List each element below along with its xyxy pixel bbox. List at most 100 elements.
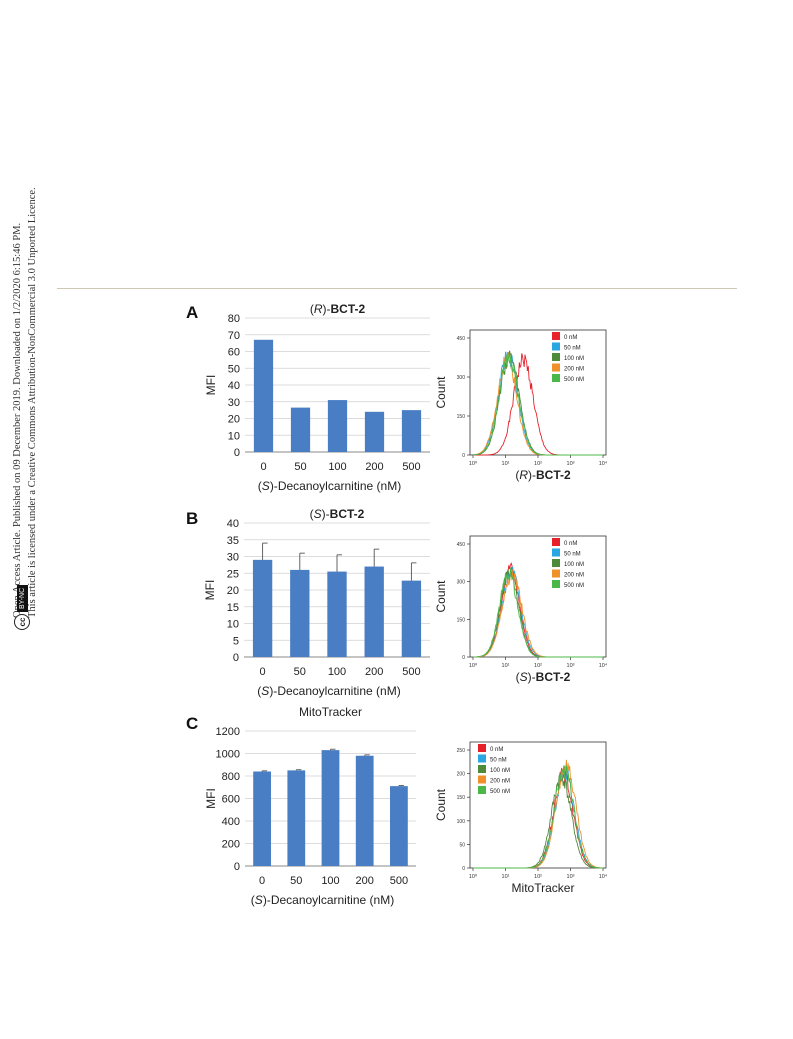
y-tick-label: 15 bbox=[227, 602, 239, 614]
y-tick-label: 200 bbox=[222, 839, 240, 851]
x-tick-label: 10¹ bbox=[502, 874, 510, 880]
legend-label: 100 nM bbox=[490, 768, 510, 774]
panel-b: B (S)-BCT-2 0 5 10 15 20 25 30 35 40 MFI 0 50 100 200 50… bbox=[186, 507, 608, 698]
bar-50 bbox=[290, 407, 311, 452]
plot-frame bbox=[469, 535, 607, 658]
y-axis-label: MFI bbox=[203, 580, 217, 601]
x-tick-label: 200 bbox=[356, 875, 374, 887]
legend-swatch bbox=[478, 754, 486, 763]
legend-swatch bbox=[552, 569, 560, 578]
y-tick-label: 1200 bbox=[216, 726, 240, 738]
x-tick-label: 50 bbox=[294, 461, 306, 473]
y-tick-label: 100 bbox=[457, 819, 466, 825]
x-tick-label: 200 bbox=[365, 461, 383, 473]
x-axis-label: (S)-BCT-2 bbox=[516, 670, 571, 684]
bar-chart: MitoTracker 0 200 400 600 800 1000 1200 MFI 0 50 10… bbox=[204, 705, 416, 907]
y-axis-label: MFI bbox=[204, 788, 218, 809]
y-tick-label: 40 bbox=[227, 518, 239, 530]
bar-100 bbox=[327, 400, 348, 452]
x-tick-label: 10⁰ bbox=[469, 873, 478, 880]
y-axis-label: MFI bbox=[204, 375, 218, 396]
x-tick-label: 0 bbox=[260, 461, 266, 473]
x-axis-label: MitoTracker bbox=[512, 881, 575, 895]
legend-swatch bbox=[552, 353, 560, 361]
bar-chart: (S)-BCT-2 0 5 10 15 20 25 30 35 40 MFI 0 50 100 200 500… bbox=[203, 507, 430, 698]
x-tick-label: 500 bbox=[402, 461, 420, 473]
y-tick-label: 600 bbox=[222, 794, 240, 806]
histogram: 0 150 300 450 10⁰ 10¹ 10² 10³ 10⁴ Count (S)-BCT-2 0… bbox=[434, 535, 608, 684]
y-tick-label: 0 bbox=[462, 866, 465, 872]
histogram: 0 50 100 150 200 250 10⁰ 10¹ 10² 10³ 10⁴ Count MitoT… bbox=[434, 741, 608, 895]
x-axis-label: (S)-Decanoylcarnitine (nM) bbox=[257, 684, 400, 698]
legend-swatch bbox=[478, 786, 486, 794]
x-tick-label: 0 bbox=[259, 875, 265, 887]
x-tick-label: 100 bbox=[328, 666, 346, 678]
x-tick-label: 50 bbox=[294, 666, 306, 678]
bar-500 bbox=[390, 786, 408, 866]
legend-label: 50 nM bbox=[564, 552, 581, 558]
x-tick-label: 0 bbox=[260, 666, 266, 678]
panel-a: A (R)-BCT-2 0 10 20 30 40 50 60 70 80 MFI 0 50 100 200 5… bbox=[186, 302, 608, 493]
legend-label: 0 nM bbox=[564, 541, 577, 547]
x-tick-label: 10² bbox=[534, 461, 542, 467]
legend-swatch bbox=[552, 342, 560, 351]
series-500-nm bbox=[473, 765, 603, 869]
legend-swatch bbox=[552, 548, 560, 557]
bar-50 bbox=[287, 770, 306, 866]
x-tick-label: 10² bbox=[534, 874, 542, 880]
bar-200 bbox=[364, 566, 384, 657]
x-tick-label: 50 bbox=[290, 875, 302, 887]
bar-0 bbox=[253, 339, 274, 452]
y-tick-label: 20 bbox=[227, 585, 239, 597]
legend-label: 0 nM bbox=[564, 335, 577, 341]
legend-swatch bbox=[478, 765, 486, 773]
x-tick-label: 10³ bbox=[567, 874, 575, 880]
header-divider bbox=[57, 288, 737, 289]
y-tick-label: 20 bbox=[228, 414, 240, 426]
bar-100 bbox=[321, 750, 340, 866]
y-tick-label: 150 bbox=[457, 414, 466, 420]
x-tick-label: 500 bbox=[390, 875, 408, 887]
y-axis-label: Count bbox=[434, 376, 448, 409]
chart-title: (R)-BCT-2 bbox=[310, 302, 366, 316]
x-tick-label: 10¹ bbox=[502, 663, 510, 669]
bar-100 bbox=[327, 571, 347, 657]
x-axis-label: (S)-Decanoylcarnitine (nM) bbox=[251, 893, 394, 907]
y-tick-label: 0 bbox=[234, 447, 240, 459]
y-tick-label: 0 bbox=[462, 453, 465, 459]
y-tick-label: 1000 bbox=[216, 749, 240, 761]
y-tick-label: 10 bbox=[228, 430, 240, 442]
x-tick-label: 100 bbox=[328, 461, 346, 473]
legend-swatch bbox=[552, 332, 560, 340]
y-tick-label: 80 bbox=[228, 313, 240, 325]
legend-label: 200 nM bbox=[564, 573, 584, 579]
legend-label: 100 nM bbox=[564, 356, 584, 362]
y-tick-label: 250 bbox=[457, 748, 466, 754]
legend-swatch bbox=[552, 363, 560, 372]
y-tick-label: 30 bbox=[227, 552, 239, 564]
legend-label: 50 nM bbox=[564, 346, 581, 352]
bar-0 bbox=[252, 559, 273, 657]
y-tick-label: 300 bbox=[457, 580, 466, 586]
x-tick-label: 200 bbox=[365, 666, 383, 678]
x-tick-label: 10⁰ bbox=[469, 460, 478, 467]
y-tick-label: 50 bbox=[228, 363, 240, 375]
x-tick-label: 10³ bbox=[567, 461, 575, 467]
y-tick-label: 150 bbox=[457, 617, 466, 623]
x-tick-label: 10⁰ bbox=[469, 662, 478, 669]
bar-50 bbox=[290, 569, 310, 657]
y-tick-label: 300 bbox=[457, 375, 466, 381]
chart-title: (S)-BCT-2 bbox=[310, 507, 365, 521]
legend-label: 500 nM bbox=[564, 583, 584, 589]
y-tick-label: 200 bbox=[457, 772, 466, 778]
y-tick-label: 800 bbox=[222, 771, 240, 783]
panel-label: A bbox=[186, 303, 198, 322]
legend-swatch bbox=[552, 538, 560, 546]
legend-label: 0 nM bbox=[490, 747, 503, 753]
bar-200 bbox=[364, 411, 385, 452]
y-tick-label: 0 bbox=[233, 652, 239, 664]
bar-chart: (R)-BCT-2 0 10 20 30 40 50 60 70 80 MFI 0 50 100 200 50… bbox=[204, 302, 430, 493]
y-tick-label: 40 bbox=[228, 380, 240, 392]
